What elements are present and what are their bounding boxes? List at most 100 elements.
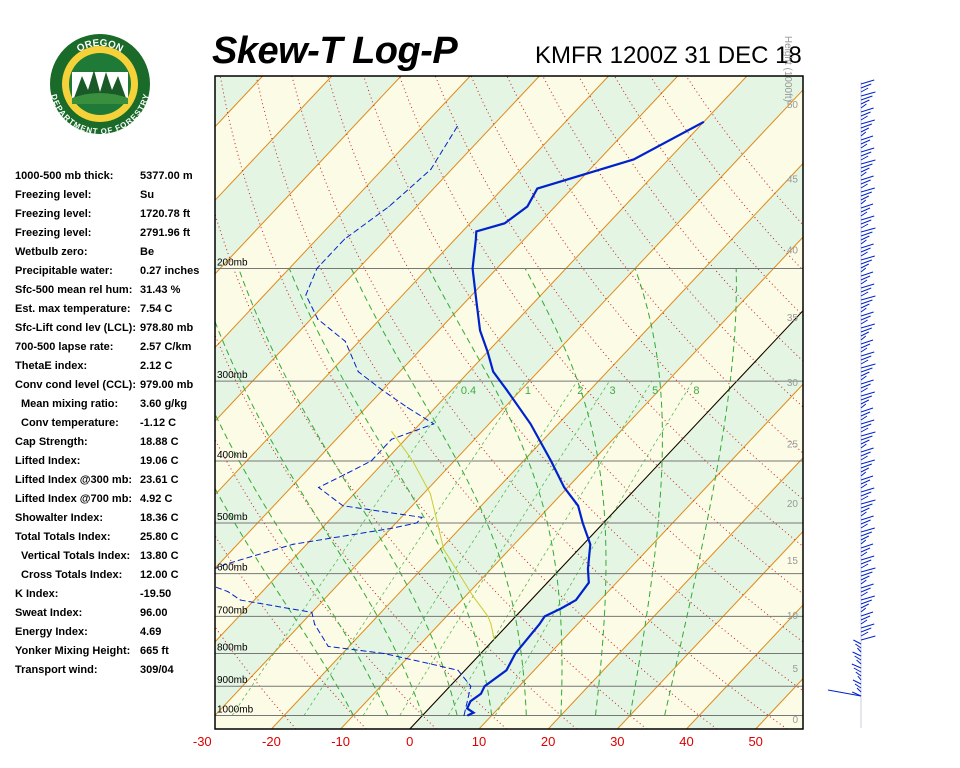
- mixing-ratio-label: 5: [652, 385, 658, 397]
- isotherm-line: [547, 457, 803, 729]
- series-point-dewpoint: [390, 527, 392, 530]
- wind-barb: [860, 199, 867, 205]
- wind-barb: [860, 359, 869, 365]
- isotherm-line: [215, 76, 471, 349]
- index-label: Lifted Index:: [15, 455, 81, 467]
- wind-barb: [857, 647, 862, 653]
- index-row: Sweat Index: 96.00: [15, 605, 215, 624]
- series-point-temperature: [588, 582, 590, 584]
- wind-barb: [860, 423, 872, 429]
- index-value: 25.80 C: [140, 531, 179, 543]
- index-row: Conv temperature: -1.12 C: [15, 415, 215, 434]
- mixing-ratio-line: [231, 380, 462, 716]
- isotherm-line: [340, 236, 803, 729]
- wind-barb: [860, 551, 868, 557]
- wind-barb: [860, 415, 868, 421]
- mixing-ratio-line: [303, 380, 526, 716]
- series-point-temperature: [536, 188, 538, 190]
- height-tick-label: 35: [787, 313, 799, 324]
- temperature-tick-label: 50: [748, 734, 762, 749]
- series-point-dewpoint: [311, 611, 313, 614]
- index-row: Freezing level: Su: [15, 187, 215, 206]
- index-value: 31.43 %: [140, 284, 181, 296]
- isotherm-line: [271, 162, 803, 729]
- wind-barb: [860, 231, 873, 237]
- series-point-dewpoint: [316, 267, 318, 270]
- zero-isotherm: [409, 309, 803, 729]
- temperature-band: [0, 76, 124, 729]
- wind-barb: [860, 495, 869, 501]
- pressure-label: 300mb: [217, 370, 248, 381]
- wind-barb: [860, 367, 873, 373]
- series-point-parcel: [493, 638, 495, 640]
- isotherm-line: [215, 76, 609, 496]
- index-value: Su: [140, 189, 155, 201]
- height-tick-label: 0: [792, 715, 798, 726]
- series-point-dewpoint: [239, 599, 242, 601]
- wind-barb: [860, 251, 868, 257]
- series-point-dewpoint: [344, 473, 346, 476]
- wind-barb: [860, 471, 867, 477]
- wind-barb: [860, 427, 869, 433]
- series-point-dewpoint: [313, 623, 316, 625]
- wind-barb: [860, 555, 875, 561]
- wind-barb: [860, 579, 867, 585]
- series-point-dewpoint: [463, 714, 465, 717]
- wind-barb: [860, 207, 871, 213]
- wind-barb: [860, 239, 867, 245]
- index-row: Transport wind: 309/04: [15, 662, 215, 681]
- wind-barb: [860, 483, 868, 489]
- wind-barb: [860, 567, 876, 573]
- indices-panel: 1000-500 mb thick: 5377.00 m Freezing leve…: [15, 168, 215, 681]
- series-point-dewpoint: [456, 126, 458, 128]
- wind-barb: [860, 531, 872, 537]
- index-value: 7.54 C: [140, 303, 173, 315]
- wind-barb: [860, 543, 874, 549]
- wind-barb: [860, 123, 872, 129]
- wind-barb: [860, 339, 874, 345]
- wind-barb: [860, 591, 868, 597]
- wind-barb: [860, 363, 876, 369]
- index-row: 700-500 lapse rate: 2.57 C/km: [15, 339, 215, 358]
- wind-barb: [860, 463, 872, 469]
- mixing-ratio-label: 0.4: [461, 385, 476, 397]
- wind-barb: [860, 571, 873, 577]
- series-point-parcel: [436, 522, 439, 524]
- index-value: 2791.96 ft: [140, 227, 191, 239]
- index-row: Showalter Index: 18.36 C: [15, 510, 215, 529]
- series-point-temperature: [466, 714, 469, 717]
- index-label: Precipitable water:: [15, 265, 113, 277]
- wind-barb: [827, 689, 862, 697]
- series-point-dewpoint: [370, 460, 372, 462]
- wind-barb: [860, 203, 874, 209]
- wind-barb: [854, 683, 862, 689]
- wind-barb: [860, 519, 871, 525]
- wind-barb: [860, 355, 872, 361]
- plot-frame: [214, 75, 804, 730]
- index-value: 0.27 inches: [140, 265, 200, 277]
- series-point-temperature: [471, 267, 474, 270]
- wind-barb: [855, 671, 862, 677]
- index-value: 5377.00 m: [140, 170, 193, 182]
- index-label: Vertical Totals Index:: [21, 550, 131, 562]
- series-point-temperature: [560, 607, 562, 609]
- series-point-temperature: [475, 238, 477, 240]
- index-row: Lifted Index @700 mb: 4.92 C: [15, 491, 215, 510]
- wind-barb: [860, 491, 872, 497]
- wind-barb: [860, 611, 874, 617]
- isotherm-line: [215, 76, 748, 643]
- series-point-parcel: [490, 623, 492, 625]
- index-row: Conv cond level (CCL): 979.00 mb: [15, 377, 215, 396]
- index-label: Mean mixing ratio:: [21, 398, 119, 410]
- index-value: -19.50: [140, 588, 172, 600]
- index-label: Sfc-500 mean rel hum:: [15, 284, 133, 296]
- index-value: 18.36 C: [140, 512, 179, 524]
- wind-barb: [860, 331, 870, 337]
- wind-barb: [857, 675, 862, 681]
- wind-barb: [860, 459, 875, 465]
- series-point-parcel: [443, 548, 445, 551]
- index-value: 4.92 C: [140, 493, 173, 505]
- wind-barb: [860, 275, 871, 281]
- wind-barb: [860, 595, 875, 601]
- wind-barb: [860, 103, 867, 109]
